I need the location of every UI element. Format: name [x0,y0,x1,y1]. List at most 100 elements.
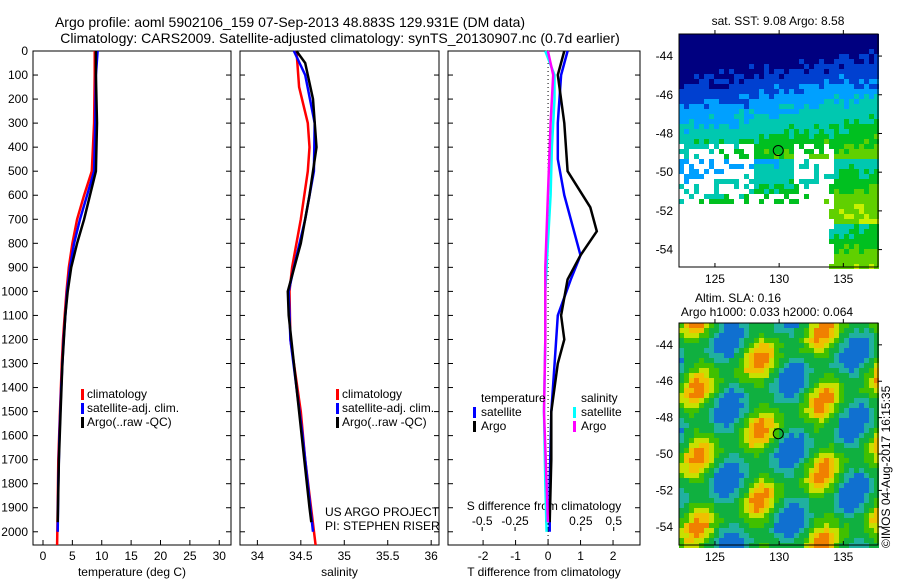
map-cell [759,518,764,523]
map-cell [734,94,739,99]
map-cell [744,74,749,79]
map-cell [729,493,734,498]
map-cell [764,473,769,478]
map-cell [779,149,784,154]
map-cell [739,149,744,154]
legend-swatch [573,407,576,418]
map-cell [824,199,829,204]
map-cell [794,493,799,498]
map-cell [724,74,729,79]
map-cell [844,249,849,254]
map-cell [739,433,744,438]
map-cell [869,49,874,54]
map-cell [739,114,744,119]
map-cell [709,483,714,488]
map-cell [784,94,789,99]
map-cell [724,99,729,104]
map-cell [769,338,774,343]
map-cell [704,144,709,149]
map-cell [724,323,729,328]
map-cell [829,49,834,54]
map-cell [869,89,874,94]
lon-tick-label: 135 [833,550,853,564]
map-cell [694,513,699,518]
map-cell [819,508,824,513]
map-cell [709,39,714,44]
map-cell [769,373,774,378]
map-cell [849,468,854,473]
map-cell [754,383,759,388]
map-cell [819,144,824,149]
map-cell [719,483,724,488]
map-cell [814,338,819,343]
map-cell [689,403,694,408]
map-cell [874,89,879,94]
map-cell [874,483,879,488]
map-cell [874,159,879,164]
map-cell [699,533,704,538]
map-cell [694,323,699,328]
map-cell [744,408,749,413]
map-cell [739,408,744,413]
map-cell [859,249,864,254]
map-cell [709,413,714,418]
map-cell [739,438,744,443]
map-cell [709,54,714,59]
map-cell [829,493,834,498]
map-cell [799,79,804,84]
map-cell [834,109,839,114]
map-cell [739,393,744,398]
x-tick-label: -1 [510,549,521,563]
map-cell [809,59,814,64]
map-cell [844,503,849,508]
map-cell [709,99,714,104]
map-cell [729,44,734,49]
map-cell [699,473,704,478]
map-cell [789,403,794,408]
map-cell [859,438,864,443]
map-cell [829,139,834,144]
map-cell [749,423,754,428]
map-cell [849,508,854,513]
map-cell [739,493,744,498]
map-cell [864,368,869,373]
map-cell [779,104,784,109]
map-cell [864,388,869,393]
map-cell [724,333,729,338]
map-cell [724,383,729,388]
map-cell [689,194,694,199]
map-cell [689,124,694,129]
map-cell [684,463,689,468]
map-cell [684,333,689,338]
map-cell [729,538,734,543]
map-cell [774,169,779,174]
map-cell [859,453,864,458]
map-cell [689,533,694,538]
map-cell [799,523,804,528]
map-cell [844,194,849,199]
map-cell [704,69,709,74]
map-cell [774,378,779,383]
map-cell [819,538,824,543]
map-cell [864,224,869,229]
map-cell [794,94,799,99]
map-cell [864,194,869,199]
map-cell [824,498,829,503]
map-cell [794,64,799,69]
map-cell [754,129,759,134]
map-cell [834,164,839,169]
map-cell [759,159,764,164]
map-cell [694,538,699,543]
map-cell [789,154,794,159]
map-cell [689,398,694,403]
map-cell [709,383,714,388]
map-cell [814,59,819,64]
map-cell [829,184,834,189]
map-cell [854,169,859,174]
map-cell [729,54,734,59]
map-cell [764,64,769,69]
map-cell [804,528,809,533]
map-cell [844,453,849,458]
map-cell [809,438,814,443]
map-cell [809,343,814,348]
